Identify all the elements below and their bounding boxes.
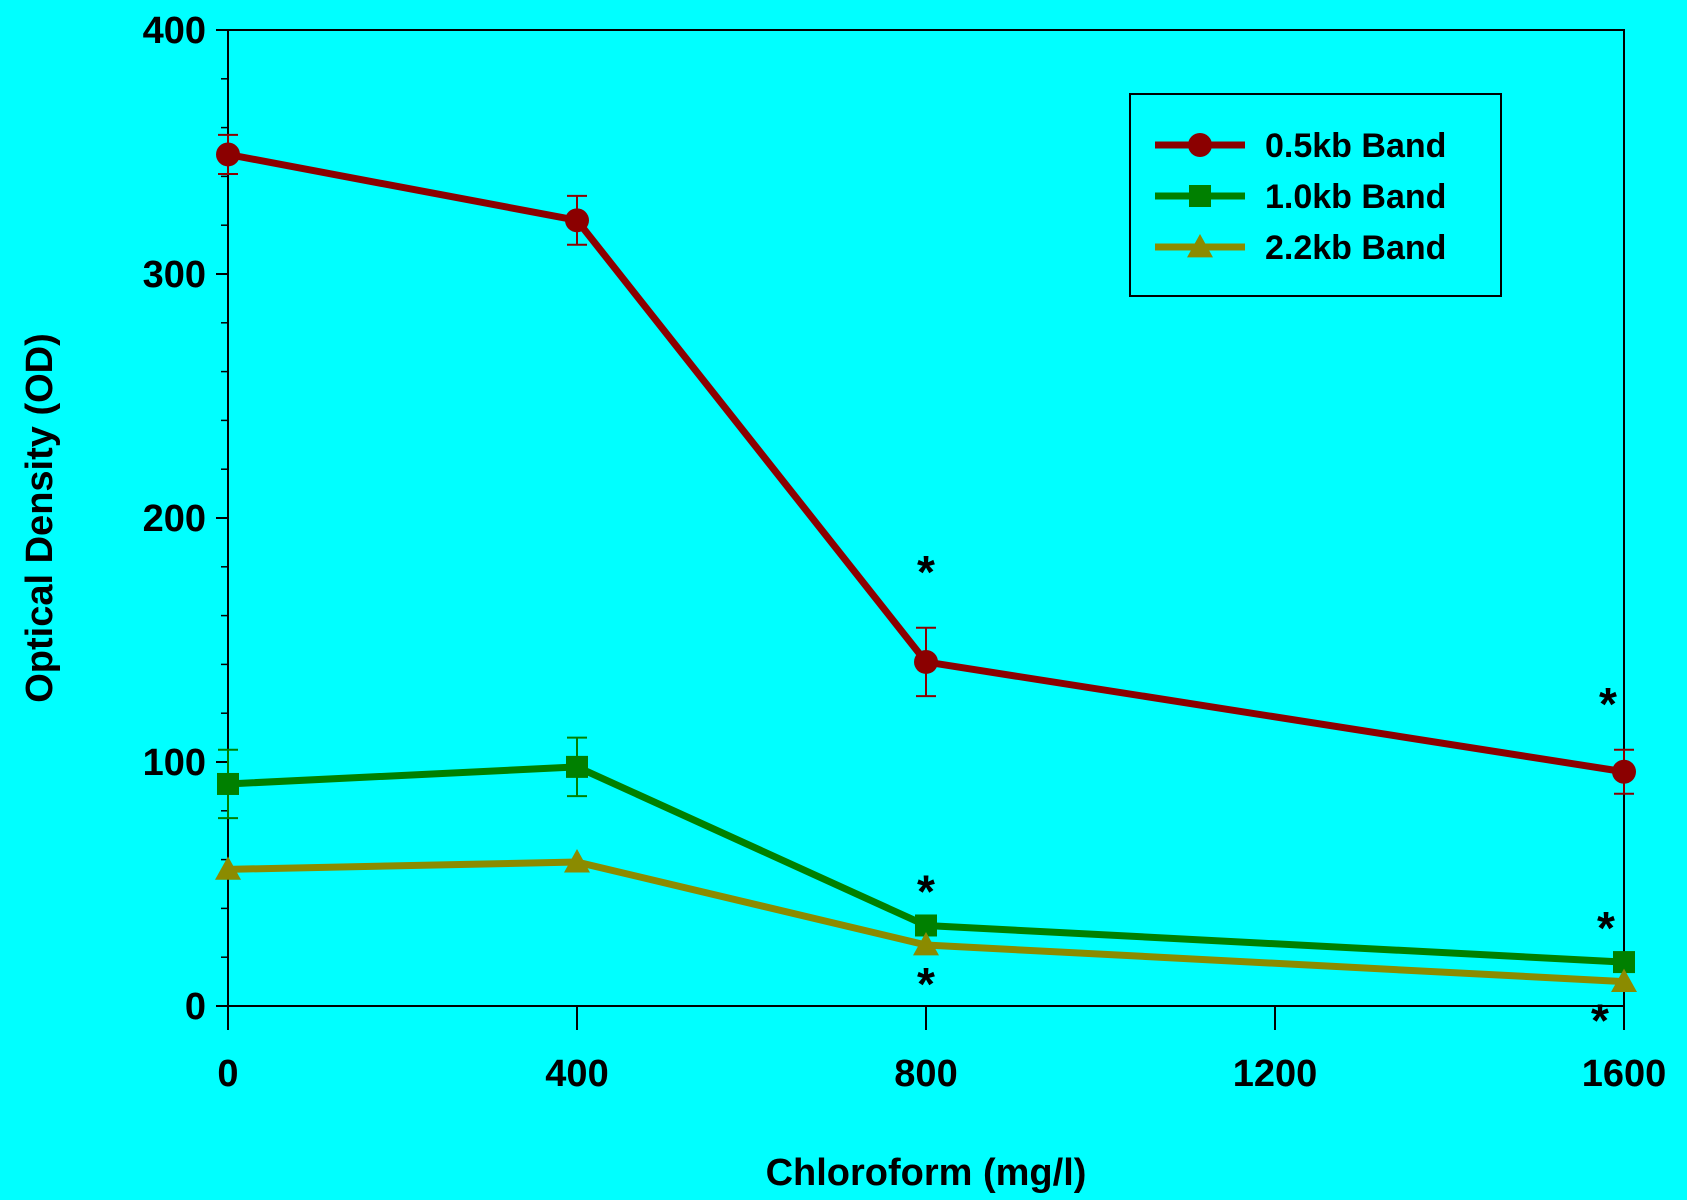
y-tick-label: 0 [185,986,206,1028]
data-point [566,755,588,778]
legend-label: 0.5kb Band [1265,127,1446,165]
significance-markers: * * * * * * [917,546,1617,1047]
legend-swatch-marker [1188,133,1212,157]
data-point [913,932,939,956]
legend: 0.5kb Band 1.0kb Band 2.2kb Band [1129,93,1502,297]
plot-frame [227,29,1625,1007]
x-axis-title: Chloroform (mg/l) [766,1152,1087,1194]
y-tick-label: 300 [143,254,206,296]
data-point [215,856,241,880]
data-point [216,142,240,167]
legend-swatch-marker [1189,185,1211,207]
x-tick-label: 400 [545,1053,608,1095]
legend-label: 2.2kb Band [1265,229,1446,267]
y-axis-title: Optical Density (OD) [19,333,61,703]
x-tick-label: 800 [894,1053,957,1095]
significance-asterisk: * [917,958,935,1010]
y-axis: 0 100 200 300 400 [143,10,228,1028]
significance-asterisk: * [917,865,935,917]
series-layer [215,133,1637,992]
significance-asterisk: * [1597,902,1615,954]
data-point [564,849,590,873]
x-tick-label: 1600 [1582,1053,1667,1095]
y-tick-label: 400 [143,10,206,52]
x-axis: 0 400 800 1200 1600 [217,1006,1666,1095]
legend-swatch-marker [1187,234,1213,258]
series-3 [215,849,1637,992]
significance-asterisk: * [1591,995,1609,1047]
x-tick-label: 0 [217,1053,238,1095]
data-point [914,649,938,674]
legend-label: 1.0kb Band [1265,178,1446,216]
series-2 [217,736,1635,974]
series-1 [216,133,1636,795]
x-tick-label: 1200 [1233,1053,1318,1095]
data-point [217,772,239,795]
significance-asterisk: * [1599,678,1617,730]
series-line [227,763,1625,966]
data-point [1611,968,1637,992]
legend-box [1129,93,1502,297]
data-point [1613,951,1635,974]
y-tick-label: 200 [143,498,206,540]
y-tick-label: 100 [143,742,206,784]
series-line [227,151,1625,776]
data-point [1612,759,1636,784]
data-point [565,208,589,233]
data-point [915,914,937,937]
significance-asterisk: * [917,546,935,598]
series-line [227,858,1625,986]
